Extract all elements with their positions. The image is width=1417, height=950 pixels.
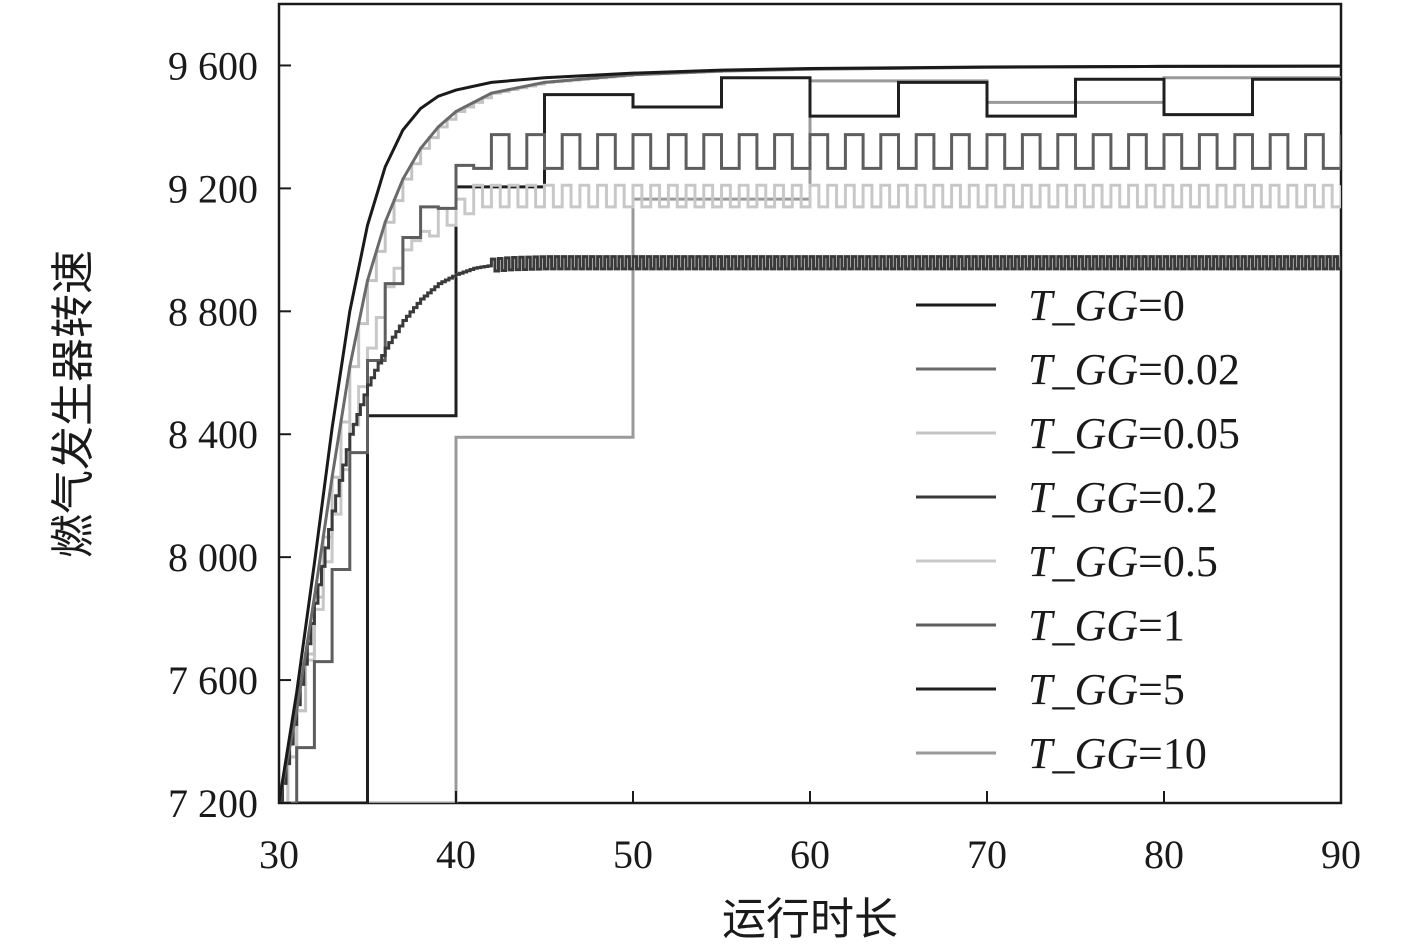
legend-label-sub: GG [1074,665,1138,714]
legend-label-var: T [1028,473,1056,522]
legend-label-var: T [1028,601,1056,650]
legend-label-var: T [1028,409,1056,458]
series-layer [279,64,1341,803]
x-tick-label: 70 [967,832,1007,877]
legend-label: T_GG=0 [1028,281,1185,330]
legend-label-value: =0 [1138,281,1185,330]
legend-label-sub: GG [1074,345,1138,394]
legend-label-value: =1 [1138,601,1185,650]
x-axis-title: 运行时长 [722,894,898,945]
x-axis: 30 40 50 60 70 80 90 [259,791,1361,877]
legend-label-underscore: _ [1051,729,1075,778]
y-tick-label: 8 800 [168,289,258,334]
legend-label-underscore: _ [1051,665,1075,714]
legend-label-underscore: _ [1051,537,1075,586]
x-tick-label: 40 [436,832,476,877]
legend-label-value: =5 [1138,665,1185,714]
y-tick-label: 8 000 [168,535,258,580]
legend-label-sub: GG [1074,537,1138,586]
y-tick-label: 9 200 [168,166,258,211]
x-tick-label: 80 [1144,832,1184,877]
legend: T_GG=0T_GG=0.02T_GG=0.05T_GG=0.2T_GG=0.5… [916,281,1240,778]
y-tick-label: 8 400 [168,412,258,457]
legend-label-sub: GG [1074,601,1138,650]
legend-label: T_GG=1 [1028,601,1185,650]
y-tick-label: 9 600 [168,43,258,88]
legend-label-value: =0.5 [1138,537,1218,586]
series-line [279,64,1341,803]
legend-label-sub: GG [1074,473,1138,522]
series-line [279,255,1341,803]
legend-label-value: =10 [1138,729,1207,778]
legend-label-var: T [1028,345,1056,394]
legend-label-underscore: _ [1051,345,1075,394]
y-axis-title: 燃气发生器转速 [48,250,99,558]
legend-label-sub: GG [1074,409,1138,458]
legend-label-underscore: _ [1051,281,1075,330]
legend-label-var: T [1028,281,1056,330]
legend-label-sub: GG [1074,729,1138,778]
legend-label-underscore: _ [1051,601,1075,650]
legend-label: T_GG=0.5 [1028,537,1218,586]
legend-label-var: T [1028,729,1056,778]
legend-label-value: =0.02 [1138,345,1240,394]
legend-label: T_GG=0.02 [1028,345,1240,394]
legend-label-sub: GG [1074,281,1138,330]
legend-label-underscore: _ [1051,409,1075,458]
legend-label: T_GG=0.2 [1028,473,1218,522]
legend-label-value: =0.2 [1138,473,1218,522]
legend-label: T_GG=5 [1028,665,1185,714]
legend-label: T_GG=0.05 [1028,409,1240,458]
legend-label-var: T [1028,537,1056,586]
x-tick-label: 90 [1321,832,1361,877]
legend-label-value: =0.05 [1138,409,1240,458]
y-tick-label: 7 600 [168,658,258,703]
legend-label-var: T [1028,665,1056,714]
legend-label-underscore: _ [1051,473,1075,522]
x-tick-label: 50 [613,832,653,877]
series-line [279,133,1341,803]
y-axis: 7 200 7 600 8 000 8 400 8 800 9 200 9 600 [168,43,291,826]
legend-label: T_GG=10 [1028,729,1207,778]
x-tick-label: 30 [259,832,299,877]
x-tick-label: 60 [790,832,830,877]
y-tick-label: 7 200 [168,781,258,826]
